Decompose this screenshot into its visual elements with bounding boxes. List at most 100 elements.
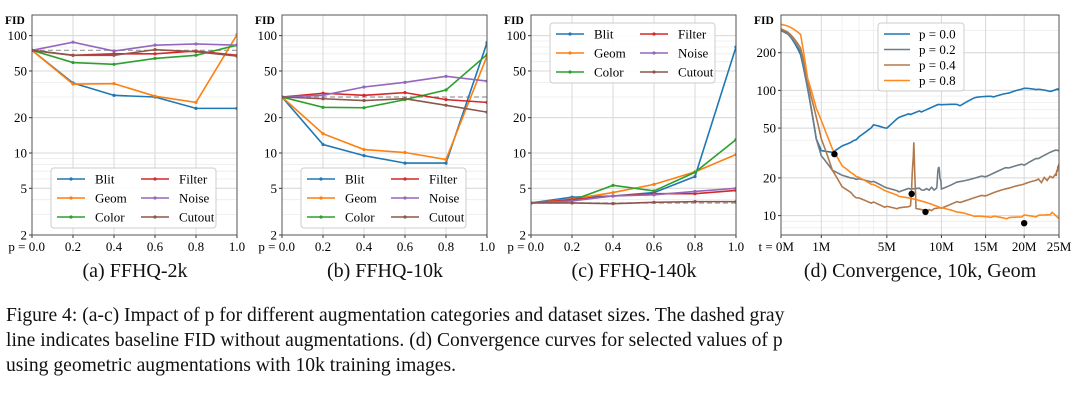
y-tick-label: 5 bbox=[271, 181, 278, 196]
legend-marker bbox=[403, 177, 407, 181]
y-tick-label: 50 bbox=[513, 63, 526, 78]
data-point-color bbox=[321, 105, 325, 109]
y-tick-label: 10 bbox=[513, 145, 526, 160]
legend-marker bbox=[153, 196, 157, 200]
chart-panel-a: 2 5 10 20 50 100 p = 0.0 0.2 0.4 0.6 0.8 1.0 FID Blit… bbox=[5, 14, 245, 254]
y-tick-label: 2 bbox=[271, 228, 278, 243]
data-point-noise bbox=[444, 74, 448, 78]
legend-label: Cutout bbox=[678, 65, 714, 80]
data-point-geom bbox=[71, 82, 75, 86]
best-fid-marker bbox=[908, 190, 915, 198]
legend-marker bbox=[403, 196, 407, 200]
chart-panel-b: 2 5 10 20 50 100 p = 0.0 0.2 0.4 0.6 0.8 1.0 FID Blit… bbox=[255, 14, 495, 254]
subtitle-b: (b) FFHQ-10k bbox=[326, 260, 444, 282]
y-tick-label: 100 bbox=[507, 28, 527, 43]
data-point-cutout bbox=[153, 48, 157, 52]
legend: Blit Geom Color Filter Noise Cutout bbox=[50, 167, 217, 229]
legend: p = 0.0p = 0.2p = 0.4p = 0.8 bbox=[877, 22, 965, 92]
legend-marker bbox=[69, 177, 73, 181]
legend-label: p = 0.4 bbox=[919, 58, 956, 73]
x-tick-label: p = 0.0 bbox=[258, 239, 295, 254]
legend-label: Cutout bbox=[429, 210, 465, 225]
best-fid-marker bbox=[922, 208, 929, 216]
y-axis-label: FID bbox=[5, 15, 25, 27]
legend-box bbox=[300, 167, 467, 229]
series-line-noise bbox=[531, 187, 736, 204]
data-point-blit bbox=[194, 106, 198, 110]
y-tick-label: 50 bbox=[14, 63, 27, 78]
data-point-color bbox=[194, 53, 198, 57]
legend-label: Geom bbox=[345, 191, 377, 206]
x-tick-label: 25M bbox=[1047, 239, 1072, 254]
y-tick-label: 5 bbox=[21, 181, 28, 196]
series-line-geom bbox=[282, 55, 487, 161]
data-point-noise bbox=[112, 49, 116, 53]
plot-frame bbox=[31, 14, 238, 236]
data-point-noise bbox=[153, 43, 157, 47]
data-point-cutout bbox=[611, 202, 615, 206]
series-line-p02 bbox=[781, 29, 1059, 193]
plot-frame bbox=[530, 14, 737, 236]
legend-box bbox=[877, 22, 965, 92]
legend-marker bbox=[652, 32, 656, 36]
data-point-color bbox=[652, 189, 656, 193]
data-point-blit bbox=[444, 161, 448, 165]
data-point-blit bbox=[362, 154, 366, 158]
legend-label: Color bbox=[594, 65, 624, 80]
y-tick-label: 10 bbox=[264, 145, 277, 160]
legend-label: Filter bbox=[429, 172, 458, 187]
legend-label: p = 0.2 bbox=[919, 42, 956, 57]
x-tick-label: 0.6 bbox=[147, 239, 164, 254]
legend-label: Noise bbox=[179, 191, 210, 206]
figure-charts: 2 5 10 20 50 100 p = 0.0 0.2 0.4 0.6 0.8 1.0 FID Blit… bbox=[5, 14, 1072, 254]
x-tick-label: 0.2 bbox=[65, 239, 81, 254]
caption-line-3: using geometric augmentations with 10k t… bbox=[6, 355, 457, 376]
data-point-cutout bbox=[693, 200, 697, 204]
best-fid-marker bbox=[831, 150, 838, 158]
legend-marker bbox=[153, 177, 157, 181]
x-tick-label: 1.0 bbox=[479, 239, 495, 254]
plot-frame bbox=[780, 14, 1060, 236]
data-point-blit bbox=[321, 142, 325, 147]
subtitle-a: (a) FFHQ-2k bbox=[82, 260, 188, 282]
figure-caption: Figure 4: (a-c) Impact of p for differen… bbox=[6, 303, 1078, 378]
y-axis-label: FID bbox=[754, 15, 774, 27]
chart-panel-c: 2 5 10 20 50 100 p = 0.0 0.2 0.4 0.6 0.8 1.0 FID Blit… bbox=[504, 14, 744, 254]
data-point-blit bbox=[403, 161, 407, 165]
series-line-noise bbox=[32, 41, 237, 52]
y-tick-label: 10 bbox=[763, 208, 776, 223]
data-point-color bbox=[362, 106, 366, 110]
legend-label: Filter bbox=[179, 172, 208, 187]
x-tick-label: 0.4 bbox=[605, 239, 622, 254]
y-tick-label: 20 bbox=[763, 170, 776, 185]
legend-label: Geom bbox=[594, 46, 626, 61]
data-point-color bbox=[444, 88, 448, 92]
data-point-cutout bbox=[652, 200, 656, 204]
series-line-noise bbox=[282, 75, 487, 98]
subtitle-c: (c) FFHQ-140k bbox=[571, 260, 697, 282]
y-tick-label: 2 bbox=[520, 228, 527, 243]
plot-frame bbox=[281, 14, 488, 236]
series-line-p08 bbox=[781, 23, 1059, 220]
legend: Blit Geom Color Filter Noise Cutout bbox=[300, 167, 467, 229]
y-axis-label: FID bbox=[255, 15, 275, 27]
legend-label: Blit bbox=[95, 172, 115, 187]
legend-marker bbox=[652, 70, 656, 74]
legend-label: Noise bbox=[429, 191, 460, 206]
series-line-cutout bbox=[282, 96, 487, 113]
data-point-noise bbox=[194, 42, 198, 46]
x-tick-label: 1.0 bbox=[229, 239, 245, 254]
legend-marker bbox=[153, 215, 157, 219]
legend-marker bbox=[69, 215, 73, 219]
data-point-cutout bbox=[112, 53, 116, 57]
y-tick-label: 5 bbox=[520, 181, 527, 196]
data-point-color bbox=[153, 56, 157, 61]
y-tick-label: 20 bbox=[513, 110, 526, 125]
x-tick-label: 0.6 bbox=[646, 239, 663, 254]
data-point-geom bbox=[611, 190, 615, 195]
data-point-noise bbox=[71, 40, 75, 44]
data-point-geom bbox=[652, 182, 656, 186]
data-point-blit bbox=[693, 174, 697, 179]
legend-label: Filter bbox=[678, 27, 707, 42]
legend-marker bbox=[319, 215, 323, 219]
